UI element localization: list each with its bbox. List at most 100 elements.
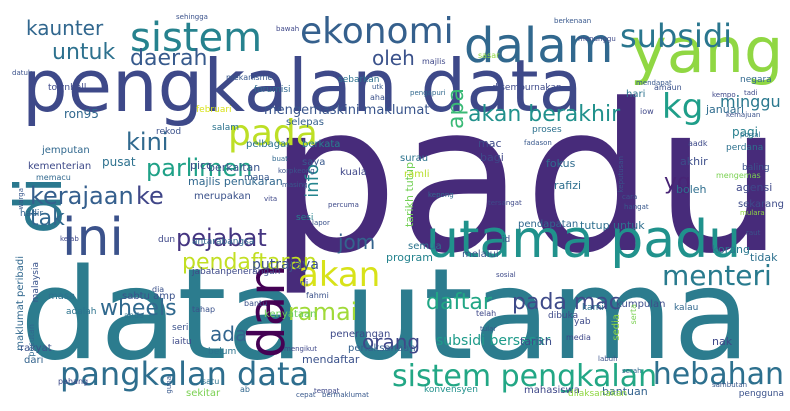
cloud-word: kalau: [674, 303, 699, 313]
cloud-word: iow: [640, 107, 654, 116]
cloud-word: mekanisme: [226, 73, 273, 82]
cloud-word: surau: [400, 153, 429, 164]
cloud-word: mana: [244, 173, 270, 183]
cloud-word: pusat: [102, 155, 136, 169]
cloud-word: dalam: [464, 18, 614, 74]
cloud-word: hangat: [624, 203, 649, 211]
cloud-word: pengapuri: [410, 89, 446, 97]
cloud-word: program: [386, 251, 433, 264]
cloud-word: rafizi: [554, 179, 582, 192]
cloud-word: jemputan: [42, 145, 90, 156]
cloud-word: korang: [712, 243, 750, 256]
cloud-word: minggu: [720, 92, 781, 111]
cloud-word: media: [566, 333, 591, 342]
cloud-word: majlis penukaran: [188, 175, 283, 188]
cloud-word: hari: [626, 89, 646, 100]
cloud-word: fadason: [524, 139, 552, 147]
cloud-word: perdana: [726, 143, 764, 153]
cloud-word: majlis: [422, 57, 446, 66]
cloud-word: sambutan: [712, 381, 748, 389]
cloud-word: kerajaan: [30, 182, 134, 210]
cloud-word: mengemaskini maklumat: [264, 103, 430, 118]
word-cloud: padu data utama pengkalan data yang utama pa…: [6, 6, 784, 399]
cloud-word: masa: [48, 291, 76, 302]
cloud-word: ke: [136, 182, 164, 210]
cloud-word: labuh: [598, 355, 618, 363]
cloud-word: vita: [264, 195, 278, 203]
cloud-word: yg: [664, 170, 691, 195]
cloud-word: percuma: [328, 201, 359, 209]
cloud-word: pendaftaran: [182, 250, 317, 275]
cloud-word: fahmi: [306, 291, 329, 300]
cloud-word: melalui: [462, 249, 499, 260]
cloud-word: jom: [338, 230, 376, 254]
cloud-word: sesi: [296, 213, 314, 223]
cloud-word: sedia: [611, 314, 622, 341]
cloud-word: kelab: [60, 235, 79, 243]
cloud-word: raut: [746, 229, 761, 237]
cloud-word: padu: [268, 61, 784, 299]
cloud-word: kaunter: [26, 16, 104, 40]
cloud-word: cara: [622, 193, 638, 201]
cloud-word: parlimen: [146, 154, 253, 182]
cloud-word: yab: [574, 317, 591, 327]
cloud-word: ramai: [288, 298, 358, 326]
cloud-word: forumisi: [254, 85, 291, 95]
cloud-word: tular: [480, 325, 497, 333]
cloud-word: korpkeong: [278, 167, 315, 175]
cloud-word: kenyataan: [264, 309, 317, 320]
cloud-word: tadi: [744, 89, 758, 97]
cloud-word: lapor: [312, 219, 330, 227]
cloud-word: daerah: [130, 46, 208, 71]
cloud-word: pada mac: [512, 290, 621, 315]
cloud-word: mulara: [740, 209, 765, 217]
cloud-word: agensi: [736, 181, 773, 194]
cloud-word: anda: [124, 311, 144, 320]
cloud-word: januari: [706, 103, 745, 116]
cloud-word: tahap: [192, 305, 216, 314]
cloud-word: buat: [272, 155, 288, 163]
cloud-word: mengikut: [284, 345, 317, 353]
cloud-word: warga: [17, 188, 25, 210]
cloud-word: kumpulan: [616, 299, 666, 310]
cloud-word: semua: [408, 241, 442, 252]
cloud-word: daftar: [426, 290, 492, 315]
cloud-word: sehingga: [176, 13, 208, 21]
cloud-word: malaysia: [31, 262, 41, 303]
cloud-word: sistem pengkalan: [392, 359, 658, 394]
cloud-word: telah: [476, 309, 497, 318]
cloud-word: akhir: [680, 155, 708, 168]
cloud-word: pelbagai: [246, 139, 290, 150]
cloud-word: kuala: [340, 167, 367, 178]
cloud-word: untuk: [52, 40, 116, 65]
cloud-word: akan: [298, 255, 381, 295]
cloud-word: sosial: [496, 271, 516, 279]
cloud-word: townhall: [48, 83, 87, 93]
cloud-word: serta: [629, 304, 638, 325]
cloud-word: ini: [62, 208, 124, 268]
cloud-word: fokus: [546, 157, 576, 170]
cloud-word: jabatanpenerangan: [192, 267, 281, 277]
cloud-word: bantuan: [602, 385, 648, 398]
cloud-word: dia: [152, 285, 165, 294]
cloud-word: bawah: [276, 25, 300, 33]
cloud-word: boleh: [676, 183, 707, 196]
cloud-word: cepat: [296, 391, 316, 399]
cloud-word: ekonomi: [300, 11, 454, 52]
cloud-word: sekitar: [186, 388, 221, 399]
cloud-word: dari: [24, 355, 44, 366]
cloud-word: utama padu: [426, 210, 742, 270]
cloud-word: baling: [742, 163, 770, 173]
cloud-word: konvensyen: [424, 385, 478, 395]
cloud-word: pengguna: [738, 389, 784, 399]
cloud-word: sekarang: [737, 199, 784, 210]
cloud-word: menteri: [662, 259, 772, 292]
cloud-word: wheels: [100, 296, 177, 321]
cloud-word: kami: [582, 303, 604, 313]
cloud-word: subsidi bersasar: [436, 333, 551, 349]
cloud-word: tidak: [750, 251, 778, 264]
cloud-word: proses: [532, 125, 562, 135]
cloud-word: kepong: [428, 191, 454, 199]
cloud-word: serah: [622, 367, 642, 375]
cloud-word: guna: [165, 376, 173, 394]
